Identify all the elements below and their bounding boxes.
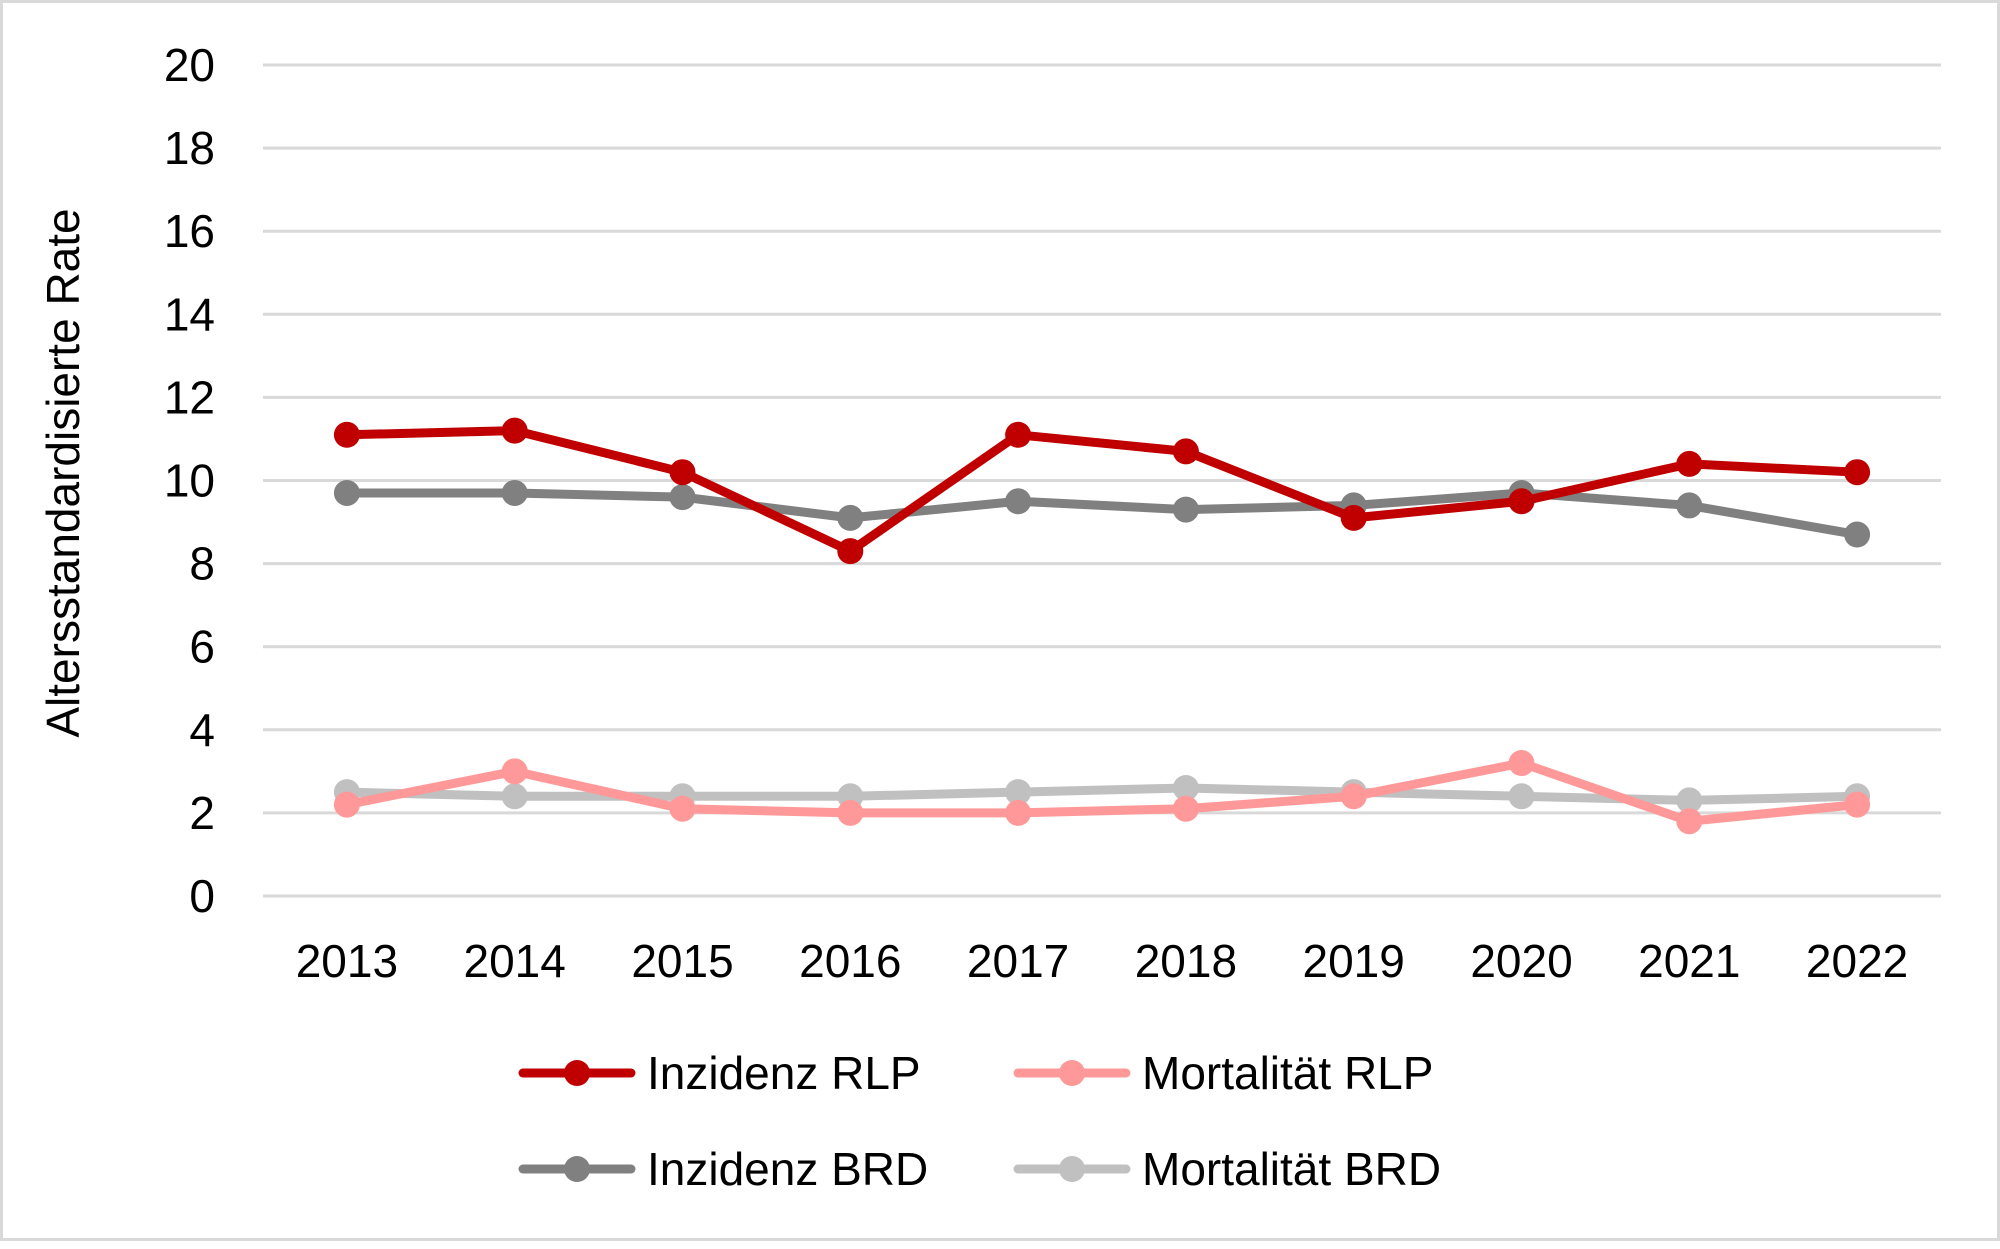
legend-label: Inzidenz BRD: [647, 1143, 928, 1195]
data-point: [1172, 496, 1199, 523]
data-point: [1005, 799, 1032, 826]
legend: Inzidenz RLP Mortalität RLP Inzidenz BRD Mo…: [518, 1047, 1441, 1195]
y-axis-label: Altersstandardisierte Rate: [37, 208, 89, 737]
legend-item: Mortalität BRD: [1013, 1143, 1441, 1195]
series-line: [342, 758, 1862, 826]
data-point: [1676, 492, 1703, 519]
data-point: [1676, 787, 1703, 814]
y-tick-label: 4: [189, 704, 215, 756]
x-tick-label: 2013: [296, 935, 398, 987]
data-point: [669, 459, 696, 486]
data-point: [1844, 521, 1871, 548]
y-tick-label: 0: [189, 870, 215, 922]
x-tick-label: 2016: [799, 935, 901, 987]
y-tick-label: 20: [164, 39, 215, 91]
legend-item: Mortalität RLP: [1013, 1047, 1433, 1099]
legend-item: Inzidenz RLP: [518, 1047, 921, 1099]
data-point: [1508, 783, 1535, 810]
x-tick-label: 2014: [464, 935, 566, 987]
data-point: [1844, 791, 1871, 818]
x-tick-label: 2017: [967, 935, 1069, 987]
data-point: [669, 484, 696, 511]
data-point: [837, 504, 864, 531]
y-axis-ticks: 0 2 4 6 8 10 12 14 16 18 20: [164, 39, 215, 922]
x-tick-label: 2021: [1638, 935, 1740, 987]
data-point: [669, 795, 696, 822]
data-point: [501, 417, 528, 444]
x-tick-label: 2019: [1303, 935, 1405, 987]
x-tick-label: 2020: [1470, 935, 1572, 987]
data-point: [837, 538, 864, 565]
y-tick-label: 12: [164, 371, 215, 423]
data-point: [333, 791, 360, 818]
series-2: [333, 479, 1871, 548]
data-point: [1508, 750, 1535, 777]
data-point: [501, 479, 528, 506]
series-line: [342, 426, 1862, 556]
legend-swatch-marker: [564, 1060, 590, 1086]
legend-label: Mortalität BRD: [1142, 1143, 1441, 1195]
data-point: [1005, 421, 1032, 448]
data-point: [1005, 488, 1032, 515]
series-1: [333, 750, 1871, 835]
x-tick-label: 2015: [631, 935, 733, 987]
y-tick-label: 18: [164, 122, 215, 174]
y-tick-label: 16: [164, 205, 215, 257]
data-point: [1676, 808, 1703, 835]
data-point: [1340, 783, 1367, 810]
legend-label: Mortalität RLP: [1142, 1047, 1433, 1099]
series-line: [342, 488, 1862, 540]
data-point: [1340, 504, 1367, 531]
y-tick-label: 8: [189, 538, 215, 590]
data-point: [837, 799, 864, 826]
series-lines: [333, 417, 1871, 835]
data-point: [501, 783, 528, 810]
series-line: [342, 783, 1862, 805]
data-point: [501, 758, 528, 785]
data-point: [1844, 459, 1871, 486]
x-tick-label: 2018: [1135, 935, 1237, 987]
series-0: [333, 417, 1871, 565]
y-tick-label: 14: [164, 288, 215, 340]
x-tick-label: 2022: [1806, 935, 1908, 987]
legend-swatch-marker: [1059, 1156, 1085, 1182]
y-tick-label: 2: [189, 787, 215, 839]
data-point: [1508, 488, 1535, 515]
legend-item: Inzidenz BRD: [518, 1143, 928, 1195]
data-point: [1172, 438, 1199, 465]
legend-label: Inzidenz RLP: [647, 1047, 921, 1099]
data-point: [333, 479, 360, 506]
data-point: [1676, 450, 1703, 477]
y-tick-label: 6: [189, 621, 215, 673]
data-point: [1172, 795, 1199, 822]
gridlines: [263, 63, 1941, 898]
legend-swatch-marker: [1059, 1060, 1085, 1086]
data-point: [1005, 779, 1032, 806]
y-tick-label: 10: [164, 455, 215, 507]
data-point: [1172, 774, 1199, 801]
legend-swatch-marker: [564, 1156, 590, 1182]
data-point: [333, 421, 360, 448]
x-axis-ticks: 2013 2014 2015 2016 2017 2018 2019 2020 2021 2022: [296, 935, 1909, 987]
